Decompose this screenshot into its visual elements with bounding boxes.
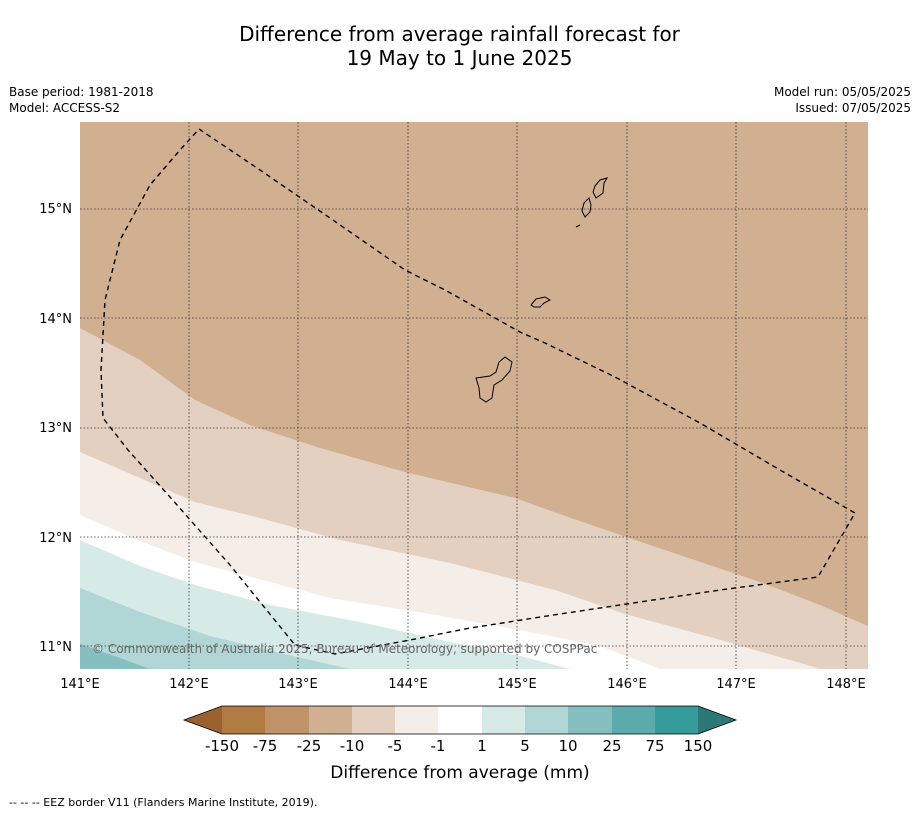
island-tinian: [581, 197, 592, 218]
island-saipan: [592, 177, 609, 199]
colorbar-title: Difference from average (mm): [330, 763, 589, 783]
colorbar-label: -150: [205, 737, 239, 755]
colorbar-swatch: [395, 706, 438, 734]
lon-tick-label: 142°E: [169, 677, 209, 692]
latitude-ticks: 15°N 14°N 13°N 12°N 11°N: [39, 202, 72, 655]
colorbar-swatch: [438, 706, 482, 734]
gridlines: [80, 122, 868, 669]
lon-tick-label: 144°E: [388, 677, 428, 692]
meta-right: Model run: 05/05/2025 Issued: 07/05/2025: [774, 84, 911, 116]
colorbar-label: -25: [297, 737, 322, 755]
base-period: Base period: 1981-2018: [9, 85, 154, 99]
colorbar-swatch: [265, 706, 309, 734]
rainfall-map-area: © Commonwealth of Australia 2025, Bureau…: [80, 122, 868, 669]
model-name: Model: ACCESS-S2: [9, 101, 121, 115]
lon-tick-label: 143°E: [278, 677, 318, 692]
lat-tick-label: 11°N: [39, 640, 72, 655]
colorbar-label: -10: [340, 737, 365, 755]
colorbar-swatch: [612, 706, 655, 734]
eez-legend-note: -- -- -- EEZ border V11 (Flanders Marine…: [9, 796, 318, 809]
title-line-2: 19 May to 1 June 2025: [346, 46, 573, 70]
colorbar-label: 1: [477, 737, 487, 755]
colorbar-label: 10: [558, 737, 577, 755]
colorbar-label: 75: [645, 737, 664, 755]
colorbar-swatch: [655, 706, 698, 734]
colorbar-label: 25: [602, 737, 621, 755]
lon-tick-label: 148°E: [826, 677, 866, 692]
colorbar-label: -5: [388, 737, 403, 755]
colorbar: -150 -75 -25 -10 -5 -1 1 5 10 25 75 150 …: [182, 705, 738, 783]
colorbar-swatch: [482, 706, 525, 734]
band-5-to-10-surplus: [80, 588, 350, 669]
colorbar-outline: [182, 705, 738, 735]
colorbar-swatch: [352, 706, 395, 734]
island-aguijan: [575, 224, 581, 228]
band-10-to-25-surplus: [80, 644, 150, 669]
lon-tick-label: 141°E: [60, 677, 100, 692]
title-line-1: Difference from average rainfall forecas…: [239, 22, 680, 46]
colorbar-swatch: [222, 706, 265, 734]
lon-tick-label: 145°E: [497, 677, 537, 692]
colorbar-label: -75: [253, 737, 278, 755]
island-guam: [475, 356, 513, 403]
lat-tick-label: 13°N: [39, 421, 72, 436]
eez-border: [100, 128, 856, 655]
model-run: Model run: 05/05/2025: [773, 85, 911, 99]
colorbar-swatch: [309, 706, 352, 734]
colorbar-label: -1: [431, 737, 446, 755]
copyright-text: © Commonwealth of Australia 2025, Bureau…: [92, 642, 597, 656]
lat-tick-label: 15°N: [39, 202, 72, 217]
colorbar-label: 150: [684, 737, 713, 755]
colorbar-extend-low: [184, 706, 222, 734]
colorbar-swatch: [568, 706, 612, 734]
lat-tick-label: 14°N: [39, 312, 72, 327]
colorbar-label: 5: [520, 737, 530, 755]
longitude-ticks: 141°E 142°E 143°E 144°E 145°E 146°E 147°…: [60, 677, 866, 692]
island-rota: [530, 296, 552, 308]
issued-date: Issued: 07/05/2025: [795, 101, 911, 115]
lon-tick-label: 146°E: [607, 677, 647, 692]
colorbar-swatch: [525, 706, 568, 734]
meta-left: Base period: 1981-2018 Model: ACCESS-S2: [9, 84, 154, 116]
lon-tick-label: 147°E: [716, 677, 756, 692]
islands: [475, 177, 609, 403]
lat-tick-label: 12°N: [39, 531, 72, 546]
chart-title: Difference from average rainfall forecas…: [0, 22, 919, 70]
colorbar-extend-high: [698, 706, 736, 734]
